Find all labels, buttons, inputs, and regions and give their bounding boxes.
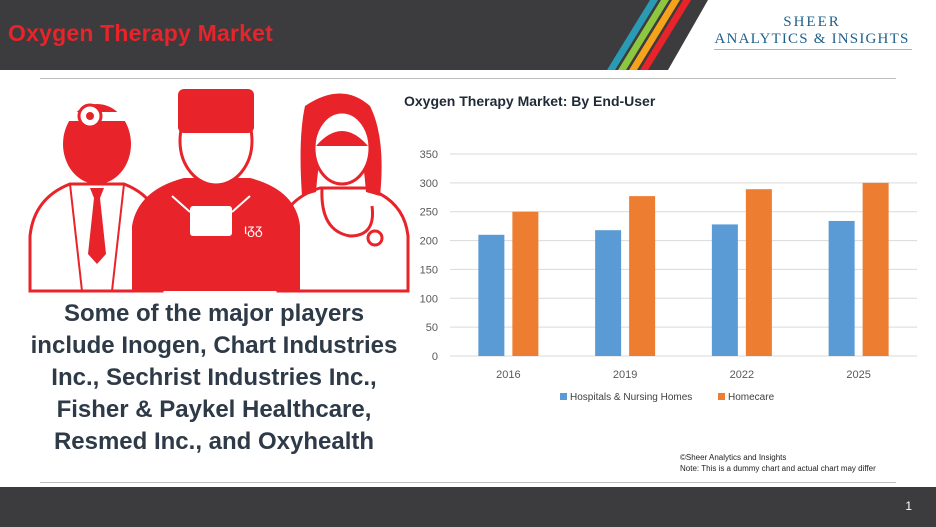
end-user-bar-chart: 0 50 100 150 200 250 300 350 2016 2019 2022 2025 Hos… (420, 149, 917, 403)
doctor-left-icon (28, 103, 164, 293)
y-tick-label: 200 (420, 236, 438, 248)
major-players-text: Some of the major players include Inogen… (30, 300, 398, 455)
x-tick-label: 2019 (613, 369, 637, 381)
y-tick-label: 50 (426, 322, 438, 334)
y-tick-label: 300 (420, 178, 438, 190)
bar-hospitals (478, 234, 505, 356)
x-tick-label: 2022 (730, 369, 754, 381)
bar-homecare (745, 189, 772, 356)
svg-text:ιᵹᵹ: ιᵹᵹ (244, 221, 263, 237)
logo-stripes (607, 0, 936, 70)
bar-homecare (512, 211, 539, 356)
top-divider (40, 78, 896, 79)
legend-swatch (560, 393, 567, 400)
y-tick-label: 350 (420, 149, 438, 161)
page-number: 1 (905, 499, 912, 513)
bar-homecare (862, 182, 889, 356)
bar-homecare (629, 196, 656, 356)
logo-text-sheer: SHEER (783, 14, 841, 30)
doctor-right-icon (276, 93, 410, 293)
legend-swatch (718, 393, 725, 400)
y-tick-label: 100 (420, 293, 438, 305)
disclaimer-text: Note: This is a dummy chart and actual c… (680, 464, 876, 473)
page-title: Oxygen Therapy Market (8, 20, 273, 46)
bar-hospitals (828, 220, 855, 356)
legend-label: Homecare (728, 392, 775, 403)
bar-hospitals (711, 224, 738, 356)
chart-note: ©Sheer Analytics and Insights Note: This… (680, 452, 876, 474)
x-tick-label: 2025 (846, 369, 870, 381)
copyright-text: ©Sheer Analytics and Insights (680, 453, 787, 462)
x-tick-label: 2016 (496, 369, 520, 381)
y-tick-label: 150 (420, 264, 438, 276)
y-tick-label: 250 (420, 207, 438, 219)
medical-staff-illustration: ιᵹᵹ (28, 89, 410, 293)
legend-label: Hospitals & Nursing Homes (570, 392, 692, 403)
chart-title: Oxygen Therapy Market: By End-User (404, 93, 656, 109)
surgeon-icon: ιᵹᵹ (132, 89, 300, 291)
logo-text-analytics: ANALYTICS & INSIGHTS (714, 31, 910, 47)
bar-hospitals (595, 230, 622, 356)
footer-bar: 1 (0, 487, 936, 527)
logo-underline (714, 49, 912, 50)
y-tick-label: 0 (432, 351, 438, 363)
bottom-divider (40, 482, 896, 483)
